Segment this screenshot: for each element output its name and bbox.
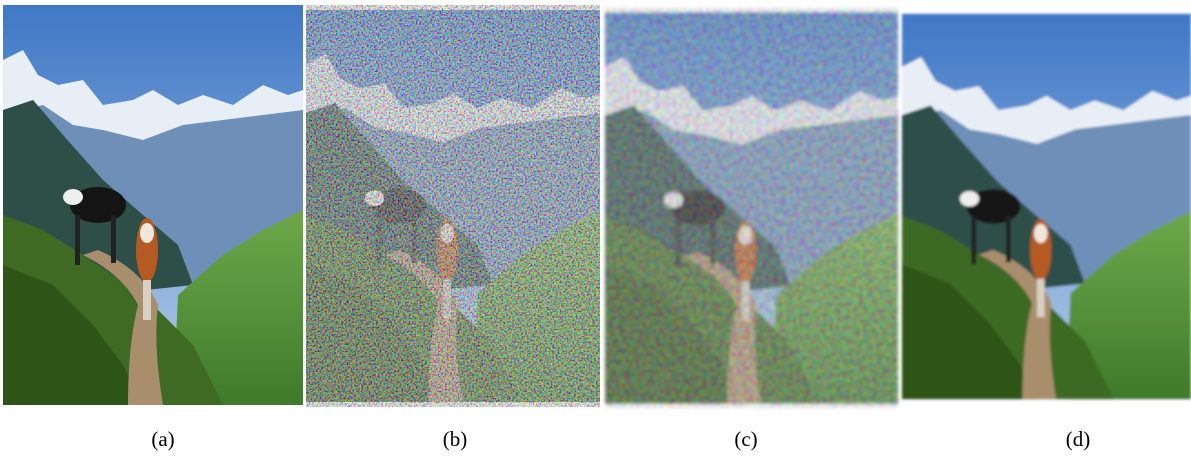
caption: (d) [1066, 427, 1091, 451]
caption: (a) [151, 427, 174, 451]
figure: (a) (b) (c) (d) [0, 0, 1191, 458]
noise [306, 5, 600, 407]
caption: (c) [734, 427, 757, 451]
caption: (b) [443, 427, 468, 451]
panel-d [902, 14, 1191, 399]
panel-b [306, 5, 600, 407]
noise [605, 8, 898, 408]
panel-a [3, 5, 303, 405]
panel-c [605, 8, 898, 408]
